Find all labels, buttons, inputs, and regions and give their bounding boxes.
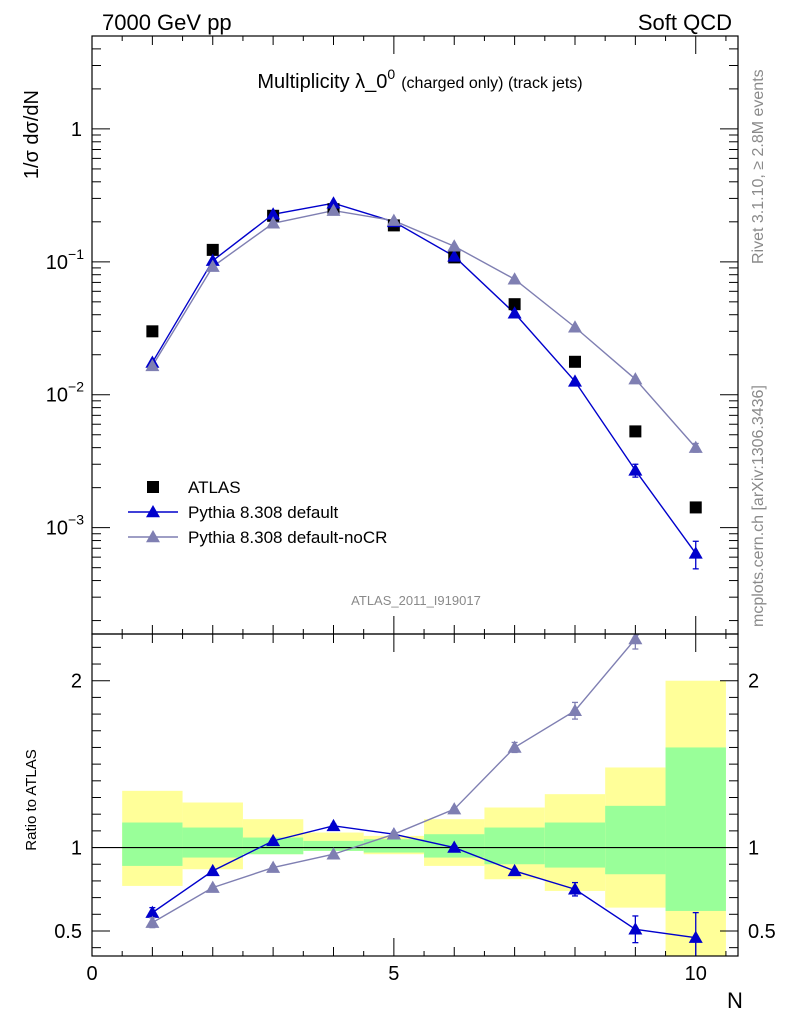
ratio-point-1-8 bbox=[628, 634, 643, 645]
top-point-0-6 bbox=[508, 298, 521, 311]
top-point-1-8 bbox=[628, 463, 643, 476]
top-point-1-5 bbox=[447, 249, 462, 262]
band-inner-6 bbox=[484, 827, 545, 865]
ratio-point-1-2 bbox=[266, 860, 281, 873]
legend-label-0: ATLAS bbox=[188, 478, 241, 497]
ratio-axes: 0 5 10 0.5 0.5 1 1 2 2 bbox=[54, 634, 776, 985]
ratio-ytick-label-right-0: 0.5 bbox=[748, 921, 776, 943]
ratio-frame bbox=[91, 633, 739, 957]
band-inner-3 bbox=[303, 840, 364, 851]
ratio-point-1-6 bbox=[507, 740, 522, 753]
legend: ATLAS Pythia 8.308 default Pythia 8.308 de… bbox=[128, 478, 387, 547]
top-point-1-6 bbox=[507, 306, 522, 319]
top-ytick-label-0: 1 bbox=[71, 119, 82, 141]
ratio-ylabel: Ratio to ATLAS bbox=[23, 749, 40, 850]
top-point-2-3 bbox=[326, 203, 341, 216]
header-left: 7000 GeV pp bbox=[102, 10, 232, 35]
top-point-2-0 bbox=[145, 358, 160, 372]
ratio-point-0-3 bbox=[326, 818, 341, 832]
top-ytick-exp: −1 bbox=[68, 246, 84, 262]
band-inner-8 bbox=[605, 805, 666, 875]
band-inner-1 bbox=[182, 827, 243, 858]
top-point-2-4 bbox=[386, 213, 401, 226]
analysis-watermark: ATLAS_2011_I919017 bbox=[351, 593, 481, 608]
top-point-2-8 bbox=[628, 372, 643, 385]
mcplots-label: mcplots.cern.ch [arXiv:1306.3436] bbox=[750, 385, 767, 627]
ratio-line-1 bbox=[152, 634, 640, 924]
band-inner-0 bbox=[122, 822, 183, 866]
ratio-point-0-2 bbox=[266, 833, 281, 847]
ratio-series bbox=[145, 634, 703, 956]
ratio-error-bands bbox=[122, 680, 726, 956]
ratio-point-1-0 bbox=[145, 915, 160, 928]
top-point-1-2 bbox=[266, 207, 281, 220]
ratio-ytick-label-right-2: 2 bbox=[748, 671, 759, 693]
top-point-0-7 bbox=[568, 355, 581, 368]
top-point-0-8 bbox=[629, 425, 642, 438]
legend-label-2: Pythia 8.308 default-noCR bbox=[188, 528, 387, 547]
top-ytick-exp: −3 bbox=[68, 512, 84, 528]
top-point-1-3 bbox=[326, 196, 341, 209]
top-ytick-base: 10 bbox=[46, 252, 68, 274]
xtick-label-1: 5 bbox=[388, 963, 399, 985]
ratio-line-0 bbox=[151, 825, 696, 939]
top-point-2-1 bbox=[205, 259, 220, 272]
xtick-label-2: 10 bbox=[685, 963, 707, 985]
plot-title-extra: (charged only) (track jets) bbox=[401, 75, 582, 92]
rivet-label: Rivet 3.1.10, ≥ 2.8M events bbox=[750, 69, 767, 264]
top-ytick-base: 10 bbox=[46, 518, 68, 540]
ratio-point-0-9 bbox=[688, 930, 703, 943]
top-series bbox=[145, 196, 703, 570]
ratio-ytick-label-left-2: 2 bbox=[71, 671, 82, 693]
ratio-point-1-1 bbox=[205, 880, 220, 893]
band-inner-4 bbox=[363, 839, 425, 853]
top-point-0-1 bbox=[206, 243, 219, 256]
top-ytick-label-1: 10−1 bbox=[46, 246, 84, 274]
top-ytick-label-2: 10−2 bbox=[46, 379, 84, 407]
top-point-2-7 bbox=[567, 320, 582, 333]
ratio-point-0-5 bbox=[447, 840, 462, 853]
legend-marker-0 bbox=[147, 481, 159, 493]
top-point-1-7 bbox=[567, 374, 582, 387]
legend-marker-1 bbox=[146, 505, 160, 518]
ratio-point-1-3 bbox=[326, 847, 341, 860]
top-point-2-6 bbox=[507, 272, 522, 285]
header-right: Soft QCD bbox=[638, 10, 732, 35]
ratio-ytick-label-left-1: 1 bbox=[71, 838, 82, 860]
top-ytick-label-3: 10−3 bbox=[46, 512, 84, 540]
xlabel: N bbox=[727, 988, 743, 1013]
plot-title: Multiplicity λ_00 (charged only) (track j… bbox=[257, 66, 582, 93]
top-point-1-9 bbox=[688, 546, 703, 559]
ratio-point-0-0 bbox=[145, 905, 160, 918]
top-ytick-exp: −2 bbox=[68, 379, 84, 395]
legend-label-1: Pythia 8.308 default bbox=[188, 503, 339, 522]
ratio-ytick-label-left-0: 0.5 bbox=[54, 921, 82, 943]
band-inner-9 bbox=[665, 747, 726, 911]
top-ytick-base: 1 bbox=[71, 119, 82, 141]
top-ylabel: 1/σ dσ/dN bbox=[21, 90, 43, 179]
ratio-point-0-1 bbox=[205, 863, 220, 877]
plot-title-sup: 0 bbox=[387, 66, 395, 82]
ratio-point-0-8 bbox=[628, 922, 643, 935]
top-point-2-9 bbox=[688, 440, 703, 453]
xtick-label-0: 0 bbox=[86, 963, 97, 985]
plot-title-main: Multiplicity λ_0 bbox=[257, 71, 387, 93]
top-ytick-base: 10 bbox=[46, 385, 68, 407]
band-inner-7 bbox=[544, 822, 606, 868]
ratio-point-0-6 bbox=[507, 863, 522, 877]
ratio-point-1-7 bbox=[567, 703, 582, 716]
top-line-1 bbox=[151, 202, 697, 554]
ratio-ytick-label-right-1: 1 bbox=[748, 838, 759, 860]
top-point-0-9 bbox=[689, 501, 702, 514]
ratio-point-0-7 bbox=[567, 882, 582, 895]
top-line-2 bbox=[151, 209, 697, 449]
top-point-2-5 bbox=[447, 239, 462, 252]
top-point-2-2 bbox=[266, 216, 281, 229]
top-point-0-0 bbox=[146, 325, 159, 338]
legend-marker-2 bbox=[146, 530, 160, 543]
ratio-point-1-5 bbox=[447, 802, 462, 815]
ratio-point-1-4 bbox=[386, 827, 401, 840]
